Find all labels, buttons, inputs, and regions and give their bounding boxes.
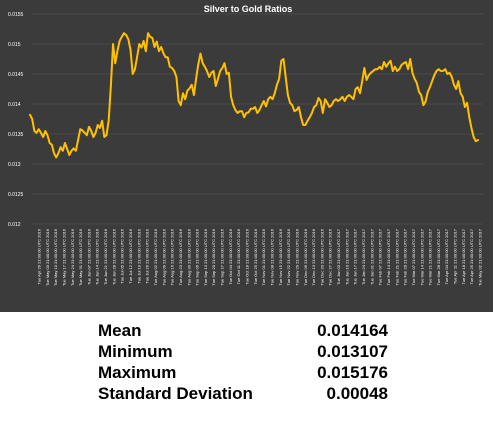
y-tick-label: 0.0155 [8, 12, 24, 18]
x-tick-label: Tue Aug 02 21:00:00 UTC 2016 [153, 228, 158, 285]
x-tick-label: Tue Aug 09 21:00:00 UTC 2016 [161, 228, 166, 285]
x-tick-label: Tue Jun 21 21:00:00 UTC 2016 [103, 228, 108, 285]
statistics-table: Mean 0.014164 Minimum 0.013107 Maximum 0… [98, 321, 398, 405]
x-tick-label: Tue Oct 18 21:00:00 UTC 2016 [245, 228, 250, 284]
chart-background [0, 0, 493, 312]
x-tick-label: Tue Feb 21 21:00:00 UTC 2017 [394, 228, 399, 285]
y-tick-label: 0.013 [8, 162, 21, 168]
x-tick-label: Tue Mar 14 21:00:00 UTC 2017 [419, 228, 424, 285]
x-tick-label: Tue Mar 07 21:00:00 UTC 2017 [411, 228, 416, 285]
stat-label: Maximum [98, 363, 177, 382]
x-tick-label: Tue Apr 18 21:00:00 UTC 2017 [461, 228, 466, 284]
x-tick-label: Tue Dec 20 21:00:00 UTC 2016 [319, 228, 324, 285]
x-tick-label: Tue May 17 21:00:00 UTC 2016 [61, 228, 66, 286]
stat-row-minimum: Minimum 0.013107 [98, 342, 398, 363]
x-tick-label: Tue Oct 04 21:00:00 UTC 2016 [228, 228, 233, 284]
x-tick-label: Tue Oct 11 21:00:00 UTC 2016 [236, 228, 241, 284]
x-tick-label: Tue Jul 05 21:00:00 UTC 2016 [120, 228, 125, 283]
chart-title: Silver to Gold Ratios [204, 4, 293, 14]
y-tick-label: 0.0135 [8, 132, 24, 138]
x-tick-label: Tue Sep 13 21:00:00 UTC 2016 [203, 228, 208, 285]
stat-value: 0.00048 [326, 384, 388, 403]
x-tick-label: Tue Dec 27 21:00:00 UTC 2016 [328, 228, 333, 285]
x-tick-label: Tue Sep 06 21:00:00 UTC 2016 [195, 228, 200, 285]
x-tick-label: Tue Jan 03 21:00:00 UTC 2017 [336, 228, 341, 285]
x-tick-label: Tue Nov 29 21:00:00 UTC 2016 [294, 228, 299, 285]
stat-label: Mean [98, 321, 142, 340]
x-tick-label: Tue Jan 24 21:00:00 UTC 2017 [361, 228, 366, 285]
stat-value: 0.013107 [317, 342, 388, 361]
stat-value: 0.014164 [317, 321, 388, 340]
x-tick-label: Tue May 03 21:00:00 UTC 2016 [45, 228, 50, 286]
stat-row-mean: Mean 0.014164 [98, 321, 398, 342]
x-tick-label: Tue Jan 17 21:00:00 UTC 2017 [353, 228, 358, 285]
x-tick-label: Tue Jul 12 21:00:00 UTC 2016 [128, 228, 133, 283]
line-chart: Silver to Gold Ratios 0.0155 0.015 0.0145 0… [0, 0, 493, 312]
x-tick-label: Tue Nov 15 21:00:00 UTC 2016 [278, 228, 283, 285]
x-tick-label: Tue Mar 21 21:00:00 UTC 2017 [428, 228, 433, 285]
x-tick-label: Tue Nov 08 21:00:00 UTC 2016 [269, 228, 274, 285]
x-tick-label: Tue Jul 19 21:00:00 UTC 2016 [136, 228, 141, 283]
x-tick-label: Tue Apr 04 21:00:00 UTC 2017 [444, 228, 449, 284]
y-tick-label: 0.012 [8, 222, 21, 228]
x-tick-label: Tue Oct 25 21:00:00 UTC 2016 [253, 228, 258, 284]
series-line [29, 32, 479, 159]
x-tick-label: Tue May 10 21:00:00 UTC 2016 [53, 228, 58, 286]
x-tick-label: Tue Apr 11 21:00:00 UTC 2017 [453, 228, 458, 284]
x-tick-label: Tue Feb 07 21:00:00 UTC 2017 [378, 228, 383, 285]
x-tick-label: Tue Jun 07 21:00:00 UTC 2016 [86, 228, 91, 285]
x-tick-label: Tue May 24 21:00:00 UTC 2016 [70, 228, 75, 286]
stat-value: 0.015176 [317, 363, 388, 382]
x-tick-label: Tue Dec 13 21:00:00 UTC 2016 [311, 228, 316, 285]
x-tick-label: Tue Jan 10 21:00:00 UTC 2017 [344, 228, 349, 285]
x-tick-label: Tue Apr 25 21:00:00 UTC 2017 [469, 228, 474, 284]
x-tick-label: Tue Aug 23 21:00:00 UTC 2016 [178, 228, 183, 285]
x-tick-label: Tue Aug 16 21:00:00 UTC 2016 [170, 228, 175, 285]
x-tick-label: Tue Feb 28 21:00:00 UTC 2017 [403, 228, 408, 285]
x-tick-label: Tue Dec 06 21:00:00 UTC 2016 [303, 228, 308, 285]
x-tick-label: Tue May 02 21:00:00 UTC 2017 [478, 228, 483, 286]
x-tick-label: Tue Apr 26 21:00:00 UTC 2016 [37, 228, 42, 284]
x-tick-label: Tue Jan 31 21:00:00 UTC 2017 [369, 228, 374, 285]
x-tick-label: Tue Feb 14 21:00:00 UTC 2017 [386, 228, 391, 285]
x-tick-label: Tue Sep 27 21:00:00 UTC 2016 [220, 228, 225, 285]
stat-row-standard-deviation: Standard Deviation 0.00048 [98, 384, 398, 405]
x-tick-label: Tue Nov 01 21:00:00 UTC 2016 [261, 228, 266, 285]
stat-row-maximum: Maximum 0.015176 [98, 363, 398, 384]
x-tick-label: Tue Jun 28 21:00:00 UTC 2016 [111, 228, 116, 285]
x-tick-label: Tue Mar 28 21:00:00 UTC 2017 [436, 228, 441, 285]
stat-label: Standard Deviation [98, 384, 253, 403]
y-tick-label: 0.0125 [8, 192, 24, 198]
x-tick-label: Tue May 31 21:00:00 UTC 2016 [78, 228, 83, 286]
stat-label: Minimum [98, 342, 173, 361]
y-tick-label: 0.015 [8, 42, 21, 48]
x-tick-label: Tue Sep 20 21:00:00 UTC 2016 [211, 228, 216, 285]
chart-area: Silver to Gold Ratios 0.0155 0.015 0.0145 0… [0, 0, 493, 312]
y-tick-label: 0.0145 [8, 72, 24, 78]
x-tick-label: Tue Jul 26 21:00:00 UTC 2016 [145, 228, 150, 283]
x-tick-label: Tue Jun 14 21:00:00 UTC 2016 [95, 228, 100, 285]
x-tick-label: Tue Nov 22 21:00:00 UTC 2016 [286, 228, 291, 285]
y-tick-label: 0.014 [8, 102, 21, 108]
x-tick-label: Tue Aug 30 21:00:00 UTC 2016 [186, 228, 191, 285]
